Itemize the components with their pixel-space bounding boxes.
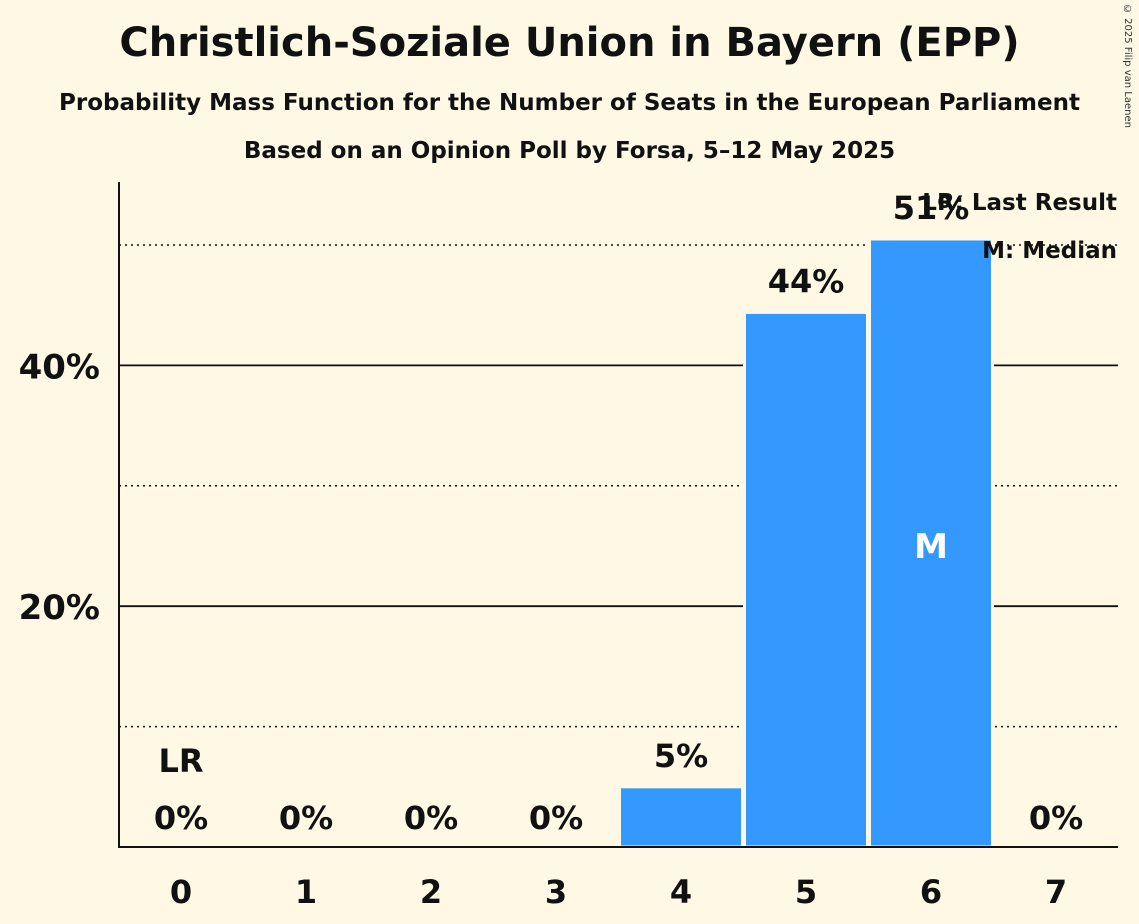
data-label-seat-5: 44%	[768, 262, 845, 300]
bar-seat-4	[618, 785, 744, 849]
data-label-seat-0: 0%	[154, 799, 208, 837]
y-tick-label-20: 20%	[19, 588, 100, 628]
x-tick-label-1: 1	[295, 873, 317, 911]
y-tick-label-40: 40%	[19, 347, 100, 387]
data-label-seat-6: 51%	[893, 189, 970, 227]
data-label-seat-1: 0%	[279, 799, 333, 837]
x-tick-label-6: 6	[920, 873, 942, 911]
median-marker: M	[914, 527, 948, 567]
chart-subtitle: Probability Mass Function for the Number…	[59, 90, 1080, 116]
x-tick-label-3: 3	[545, 873, 567, 911]
x-tick-label-4: 4	[670, 873, 692, 911]
chart-title: Christlich-Soziale Union in Bayern (EPP)	[119, 20, 1020, 66]
x-tick-label-7: 7	[1045, 873, 1067, 911]
bar-seat-5	[743, 310, 869, 849]
chart-source: Based on an Opinion Poll by Forsa, 5–12 …	[243, 138, 896, 164]
data-label-seat-7: 0%	[1029, 799, 1083, 837]
bar-seat-6	[868, 237, 994, 849]
legend-median: M: Median	[982, 238, 1117, 264]
legend-last-result: LR: Last Result	[922, 190, 1117, 216]
data-label-seat-3: 0%	[529, 799, 583, 837]
last-result-marker: LR	[158, 742, 203, 780]
x-tick-label-0: 0	[170, 873, 192, 911]
x-tick-label-5: 5	[795, 873, 817, 911]
data-label-seat-4: 5%	[654, 737, 708, 775]
x-tick-label-2: 2	[420, 873, 442, 911]
copyright-notice: © 2025 Filip van Laenen	[1122, 4, 1133, 128]
data-label-seat-2: 0%	[404, 799, 458, 837]
